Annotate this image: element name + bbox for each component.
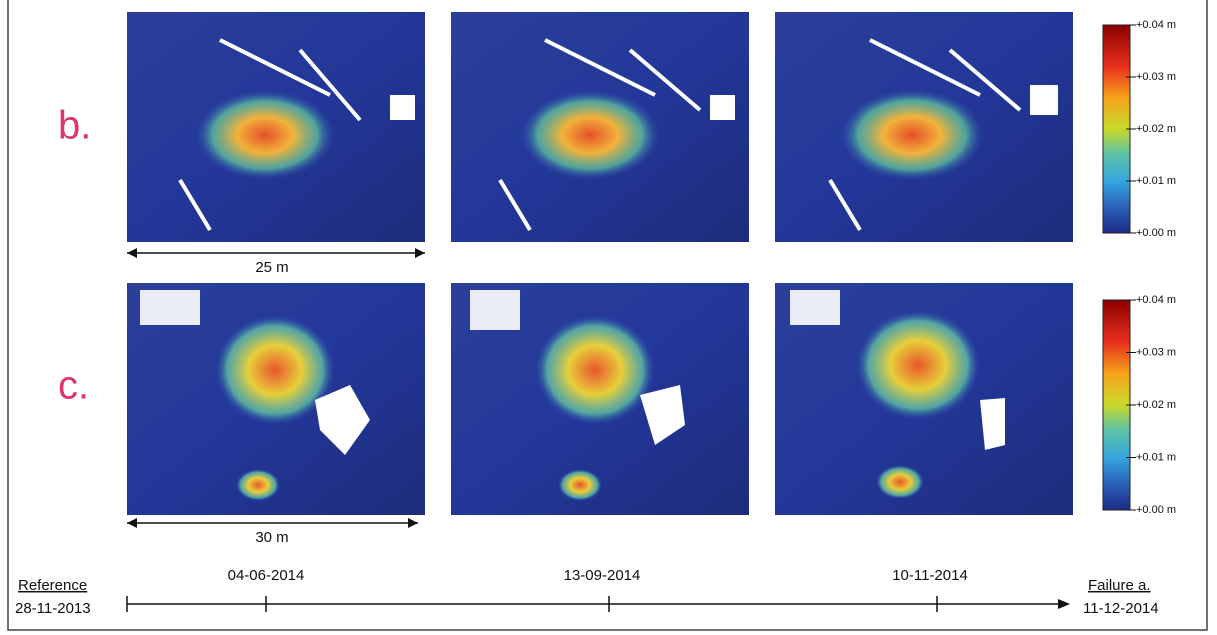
panel-c1	[127, 283, 425, 515]
colorbar-label: +0.04 m	[1136, 294, 1176, 306]
end-date: 11-12-2014	[1083, 600, 1159, 617]
colorbar-label: +0.01 m	[1136, 451, 1176, 463]
panel-b1	[127, 12, 425, 242]
colorbar-label: +0.00 m	[1136, 227, 1176, 239]
figure: b. c. 25 m 30 m Reference 28-11-2013 04-…	[0, 0, 1217, 635]
colorbar-label: +0.02 m	[1136, 399, 1176, 411]
colorbar	[1103, 300, 1130, 510]
row-label: b.	[58, 104, 91, 148]
start-date: 28-11-2013	[15, 600, 91, 617]
panel-c3	[775, 283, 1073, 515]
colorbar-label: +0.03 m	[1136, 71, 1176, 83]
date-label: 13-09-2014	[564, 567, 641, 584]
panel-b3	[775, 12, 1073, 242]
panel-b2	[451, 12, 749, 242]
date-label: 04-06-2014	[228, 567, 305, 584]
colorbar-label: +0.01 m	[1136, 175, 1176, 187]
date-label: 10-11-2014	[892, 567, 968, 584]
timeline-arrow	[1058, 599, 1070, 609]
colorbar-label: +0.02 m	[1136, 123, 1176, 135]
scale-label: 25 m	[255, 259, 288, 276]
scale-label: 30 m	[255, 529, 288, 546]
colorbar-label: +0.00 m	[1136, 504, 1176, 516]
panel-c2	[451, 283, 749, 515]
end-label: Failure a.	[1088, 577, 1151, 594]
colorbar-label: +0.03 m	[1136, 346, 1176, 358]
colorbar-label: +0.04 m	[1136, 19, 1176, 31]
colorbar	[1103, 25, 1130, 233]
start-label: Reference	[18, 577, 87, 594]
row-label: c.	[58, 364, 89, 408]
